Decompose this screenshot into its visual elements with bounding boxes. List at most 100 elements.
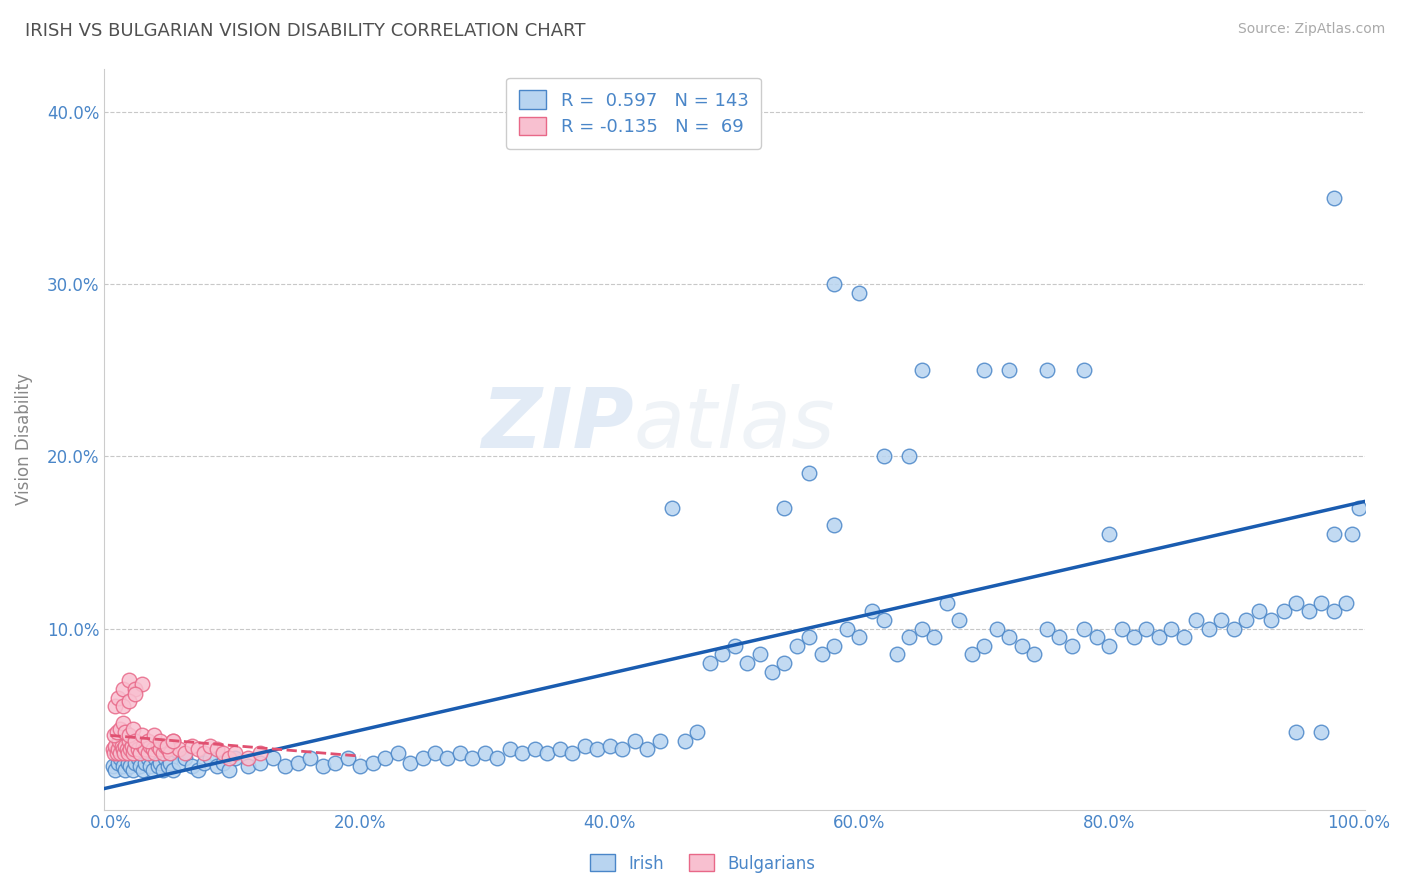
Point <box>124 681 146 696</box>
Point <box>1211 613 1233 627</box>
Point <box>935 596 957 610</box>
Point <box>224 751 246 765</box>
Point <box>1223 622 1246 636</box>
Point <box>599 739 621 753</box>
Point <box>1035 622 1057 636</box>
Point <box>423 746 446 760</box>
Point <box>211 746 233 760</box>
Point <box>111 739 134 753</box>
Point <box>105 725 128 739</box>
Point <box>111 716 134 731</box>
Point <box>131 728 153 742</box>
Point <box>132 763 155 777</box>
Point <box>136 733 159 747</box>
Point <box>848 285 870 300</box>
Point <box>124 756 146 770</box>
Point <box>111 742 134 756</box>
Point <box>799 467 821 481</box>
Point <box>412 751 434 765</box>
Point <box>661 500 683 515</box>
Point <box>145 746 167 760</box>
Point <box>117 746 139 760</box>
Point <box>1285 596 1308 610</box>
Point <box>149 742 172 756</box>
Text: Source: ZipAtlas.com: Source: ZipAtlas.com <box>1237 22 1385 37</box>
Point <box>134 756 156 770</box>
Point <box>152 746 174 760</box>
Point <box>1135 622 1157 636</box>
Point <box>623 733 645 747</box>
Point <box>193 746 215 760</box>
Point <box>187 742 209 756</box>
Point <box>249 756 271 770</box>
Point <box>648 733 671 747</box>
Point <box>823 277 845 291</box>
Point <box>114 763 136 777</box>
Point <box>114 725 136 739</box>
Point <box>162 733 184 747</box>
Point <box>898 630 921 644</box>
Point <box>101 759 124 773</box>
Point <box>103 746 125 760</box>
Point <box>873 613 896 627</box>
Point <box>218 751 240 765</box>
Point <box>149 733 172 747</box>
Point <box>523 742 546 756</box>
Point <box>187 763 209 777</box>
Point <box>699 656 721 670</box>
Point <box>1035 363 1057 377</box>
Point <box>218 763 240 777</box>
Point <box>120 759 142 773</box>
Point <box>336 751 359 765</box>
Point <box>486 751 509 765</box>
Point <box>711 648 734 662</box>
Point <box>101 742 124 756</box>
Point <box>748 648 770 662</box>
Point <box>111 759 134 773</box>
Point <box>1085 630 1108 644</box>
Point <box>686 725 709 739</box>
Point <box>132 739 155 753</box>
Point <box>107 742 129 756</box>
Point <box>104 739 127 753</box>
Point <box>107 690 129 705</box>
Point <box>1347 500 1369 515</box>
Point <box>1323 526 1346 541</box>
Point <box>973 363 995 377</box>
Point <box>1334 596 1357 610</box>
Point <box>312 759 335 773</box>
Point <box>134 742 156 756</box>
Point <box>387 746 409 760</box>
Point <box>124 687 146 701</box>
Point <box>136 746 159 760</box>
Point <box>1024 648 1046 662</box>
Point <box>299 751 322 765</box>
Point <box>104 763 127 777</box>
Point <box>152 763 174 777</box>
Point <box>574 739 596 753</box>
Point <box>323 756 346 770</box>
Point <box>236 759 259 773</box>
Point <box>224 746 246 760</box>
Point <box>174 746 197 760</box>
Point <box>761 665 783 679</box>
Point <box>200 739 222 753</box>
Point <box>998 630 1021 644</box>
Point <box>811 648 834 662</box>
Point <box>723 639 745 653</box>
Point <box>167 756 190 770</box>
Point <box>1285 725 1308 739</box>
Point <box>773 500 796 515</box>
Point <box>636 742 658 756</box>
Point <box>1185 613 1208 627</box>
Point <box>118 733 141 747</box>
Point <box>361 756 384 770</box>
Point <box>886 648 908 662</box>
Point <box>162 733 184 747</box>
Point <box>436 751 458 765</box>
Point <box>139 759 162 773</box>
Point <box>142 763 165 777</box>
Point <box>1111 622 1133 636</box>
Point <box>118 694 141 708</box>
Point <box>536 746 558 760</box>
